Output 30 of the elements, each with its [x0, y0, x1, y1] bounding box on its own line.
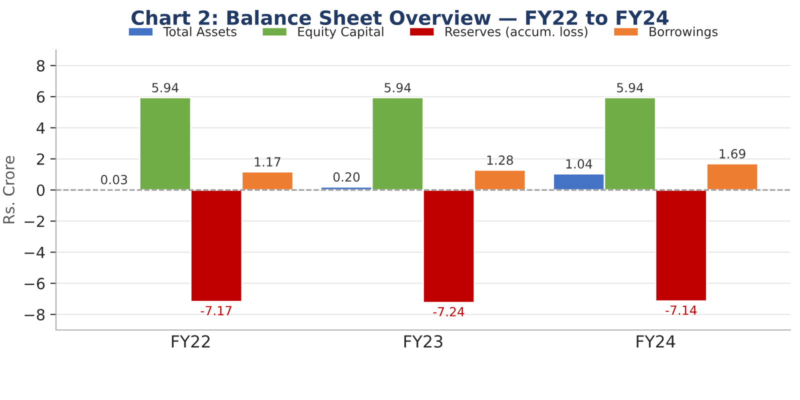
data-label: 1.17	[254, 157, 280, 166]
x-tick-label: FY22	[172, 335, 210, 348]
y-tick-label: 6	[36, 91, 45, 103]
data-label: 1.28	[487, 155, 513, 165]
data-label: 1.69	[720, 149, 746, 159]
y-tick-label: 2	[36, 153, 44, 165]
data-label: 5.94	[152, 82, 178, 92]
legend-label: Reserves (accum. loss)	[446, 26, 588, 38]
data-label: -7.24	[433, 307, 464, 316]
y-tick-label: −8	[24, 308, 45, 320]
y-tick-label: −4	[24, 246, 45, 258]
chart-title: Chart 2: Balance Sheet Overview — FY22 to FY24	[132, 10, 669, 26]
y-tick-label: −6	[24, 278, 45, 290]
data-label: -7.17	[200, 306, 232, 316]
y-tick-label: 8	[36, 60, 45, 72]
data-label: -7.14	[666, 306, 697, 315]
x-tick-label: FY23	[404, 335, 442, 348]
legend-label: Equity Capital	[298, 26, 384, 39]
x-tick-label: FY24	[636, 335, 676, 348]
y-tick-label: 4	[36, 122, 45, 134]
data-label: 5.94	[384, 82, 411, 92]
data-label: 0.20	[333, 172, 360, 182]
data-label: 0.03	[101, 174, 128, 184]
data-label: 1.04	[566, 159, 592, 169]
legend-label: Borrowings	[650, 26, 718, 39]
y-axis-title: Rs. Crore	[2, 156, 15, 224]
legend-label: Total Assets	[163, 26, 236, 36]
y-tick-label: −2	[24, 216, 44, 227]
data-label: 5.94	[617, 82, 644, 92]
y-tick-label: 0	[36, 184, 45, 196]
